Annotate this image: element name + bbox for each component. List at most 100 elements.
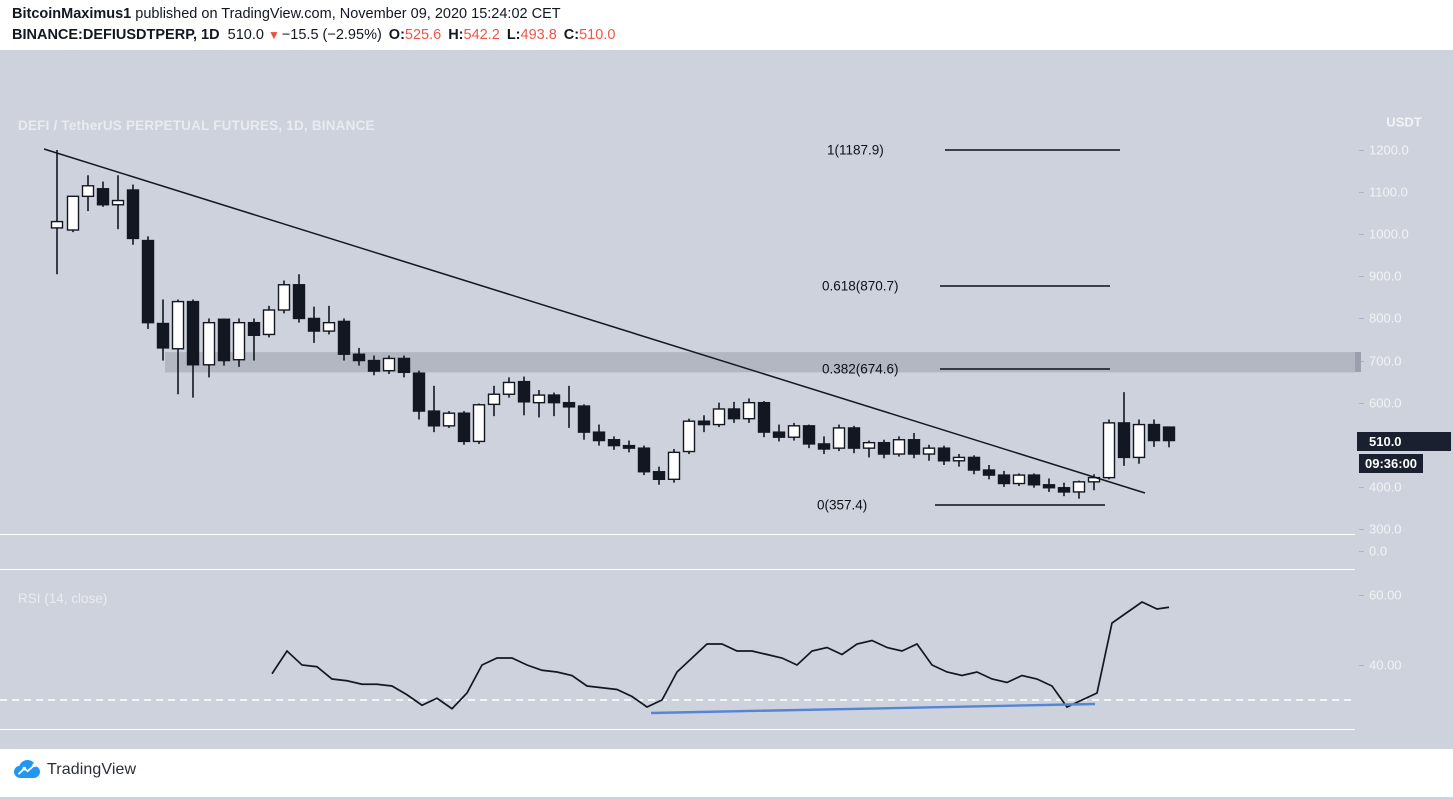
candlestick bbox=[1162, 426, 1176, 448]
candlestick bbox=[652, 466, 666, 485]
price-axis-tick-label: 300.0 bbox=[1369, 521, 1402, 537]
candlestick bbox=[637, 445, 651, 476]
price-axis-band-marker bbox=[1355, 352, 1361, 373]
tradingview-cloud-icon bbox=[14, 760, 40, 778]
price-axis-tick-label: 700.0 bbox=[1369, 353, 1402, 369]
last-price: 510.0 bbox=[227, 27, 264, 43]
open-label: O: bbox=[388, 27, 405, 43]
candlestick bbox=[126, 184, 140, 245]
price-axis-tick-mark bbox=[1359, 192, 1364, 194]
resistance-zone[interactable] bbox=[165, 352, 1355, 373]
candlestick bbox=[862, 440, 876, 458]
price-axis-tick-label: 600.0 bbox=[1369, 395, 1402, 411]
candlestick bbox=[667, 448, 681, 483]
candlestick bbox=[502, 377, 516, 398]
price-axis-tick-mark bbox=[1359, 529, 1364, 530]
candlestick bbox=[1072, 480, 1086, 499]
rsi-axis-tick-mark bbox=[1359, 595, 1364, 596]
candlestick bbox=[442, 411, 456, 428]
publish-info: BitcoinMaximus1 published on TradingView… bbox=[12, 4, 1445, 24]
candlestick bbox=[577, 404, 591, 440]
price-axis-tick-mark bbox=[1359, 318, 1364, 320]
candlestick bbox=[96, 181, 110, 207]
volume-axis-tick-label: 0.0 bbox=[1369, 543, 1388, 559]
candlestick bbox=[727, 401, 741, 423]
pane-separator-volume bbox=[0, 534, 1453, 535]
candlestick bbox=[50, 150, 64, 275]
candlestick bbox=[622, 440, 636, 453]
low-label: L: bbox=[506, 27, 521, 43]
candlestick bbox=[186, 299, 200, 398]
candlestick bbox=[307, 306, 321, 343]
high-value: 542.2 bbox=[463, 27, 500, 43]
candlestick bbox=[141, 236, 155, 329]
price-axis-tick-label: 1100.0 bbox=[1369, 184, 1408, 200]
currency-label: USDT bbox=[1386, 114, 1422, 130]
symbol-ticker[interactable]: BINANCE:DEFIUSDTPERP, 1D bbox=[12, 27, 220, 43]
rsi-pane-legend[interactable]: RSI (14, close) bbox=[18, 591, 108, 606]
chart-footer: TradingView bbox=[0, 749, 1453, 797]
price-change: −15.5 (−2.95%) bbox=[281, 27, 382, 43]
tradingview-logo[interactable]: TradingView bbox=[14, 760, 136, 780]
candlestick bbox=[487, 385, 501, 417]
rsi-trendline[interactable] bbox=[650, 702, 1096, 715]
price-axis-tick-mark bbox=[1359, 276, 1364, 278]
close-label: C: bbox=[563, 27, 580, 43]
candlestick bbox=[81, 175, 95, 212]
high-label: H: bbox=[448, 27, 464, 43]
price-axis-tick-mark bbox=[1359, 234, 1364, 236]
candlestick bbox=[997, 470, 1011, 487]
symbol-quote-line: BINANCE:DEFIUSDTPERP, 1D 510.0 ▼ −15.5 (−2… bbox=[12, 25, 1445, 46]
plot-area[interactable] bbox=[0, 50, 1355, 757]
rsi-axis-tick-mark bbox=[1359, 665, 1364, 666]
candlestick bbox=[892, 436, 906, 457]
candlestick bbox=[382, 355, 396, 375]
price-pane-legend[interactable]: DEFI / TetherUS PERPETUAL FUTURES, 1D, B… bbox=[18, 118, 375, 133]
low-value: 493.8 bbox=[520, 27, 557, 43]
price-axis-tick-label: 800.0 bbox=[1369, 310, 1402, 326]
fib-level-label: 1(1187.9) bbox=[827, 142, 884, 158]
price-down-arrow-icon: ▼ bbox=[267, 28, 280, 42]
candlestick bbox=[277, 280, 291, 314]
candlestick bbox=[232, 318, 246, 367]
candlestick bbox=[547, 392, 561, 417]
candlestick bbox=[982, 464, 996, 480]
candlestick bbox=[322, 305, 336, 335]
candlestick bbox=[156, 299, 170, 361]
descending-trendline[interactable] bbox=[43, 148, 1146, 494]
candlestick bbox=[1012, 473, 1026, 487]
close-value: 510.0 bbox=[579, 27, 616, 43]
candlestick bbox=[817, 436, 831, 455]
candlestick bbox=[1042, 478, 1056, 492]
candlestick bbox=[412, 370, 426, 420]
candlestick bbox=[171, 299, 185, 395]
chart-header: BitcoinMaximus1 published on TradingView… bbox=[0, 0, 1453, 50]
rsi-line bbox=[271, 601, 1170, 710]
chart-canvas bbox=[0, 148, 1355, 715]
candlestick bbox=[952, 454, 966, 467]
candlestick bbox=[337, 318, 351, 361]
candlestick bbox=[922, 444, 936, 461]
candlestick bbox=[1057, 482, 1071, 497]
author-name[interactable]: BitcoinMaximus1 bbox=[12, 6, 132, 22]
candlestick bbox=[832, 424, 846, 452]
chart-container[interactable]: DEFI / TetherUS PERPETUAL FUTURES, 1D, B… bbox=[0, 50, 1453, 799]
price-axis-tick-mark bbox=[1359, 150, 1364, 151]
candlestick bbox=[217, 318, 231, 366]
candlestick bbox=[397, 355, 411, 378]
rsi-axis-tick-label: 40.00 bbox=[1369, 657, 1402, 673]
open-value: 525.6 bbox=[404, 27, 442, 43]
candlestick bbox=[517, 376, 531, 416]
publish-text: published on TradingView.com, November 0… bbox=[131, 6, 561, 22]
price-axis[interactable]: USDT 1200.0 1100.0 1000.0 900.0 800.0 700.0 60… bbox=[1355, 50, 1453, 757]
candlestick bbox=[427, 385, 441, 433]
candlestick bbox=[682, 418, 696, 455]
candlestick bbox=[352, 347, 366, 366]
candlestick bbox=[1147, 419, 1161, 447]
candlestick bbox=[367, 355, 381, 376]
price-axis-tick-mark bbox=[1359, 360, 1364, 362]
candlestick bbox=[967, 455, 981, 475]
candlestick bbox=[472, 403, 486, 444]
candlestick bbox=[847, 425, 861, 454]
candlestick bbox=[247, 318, 261, 361]
